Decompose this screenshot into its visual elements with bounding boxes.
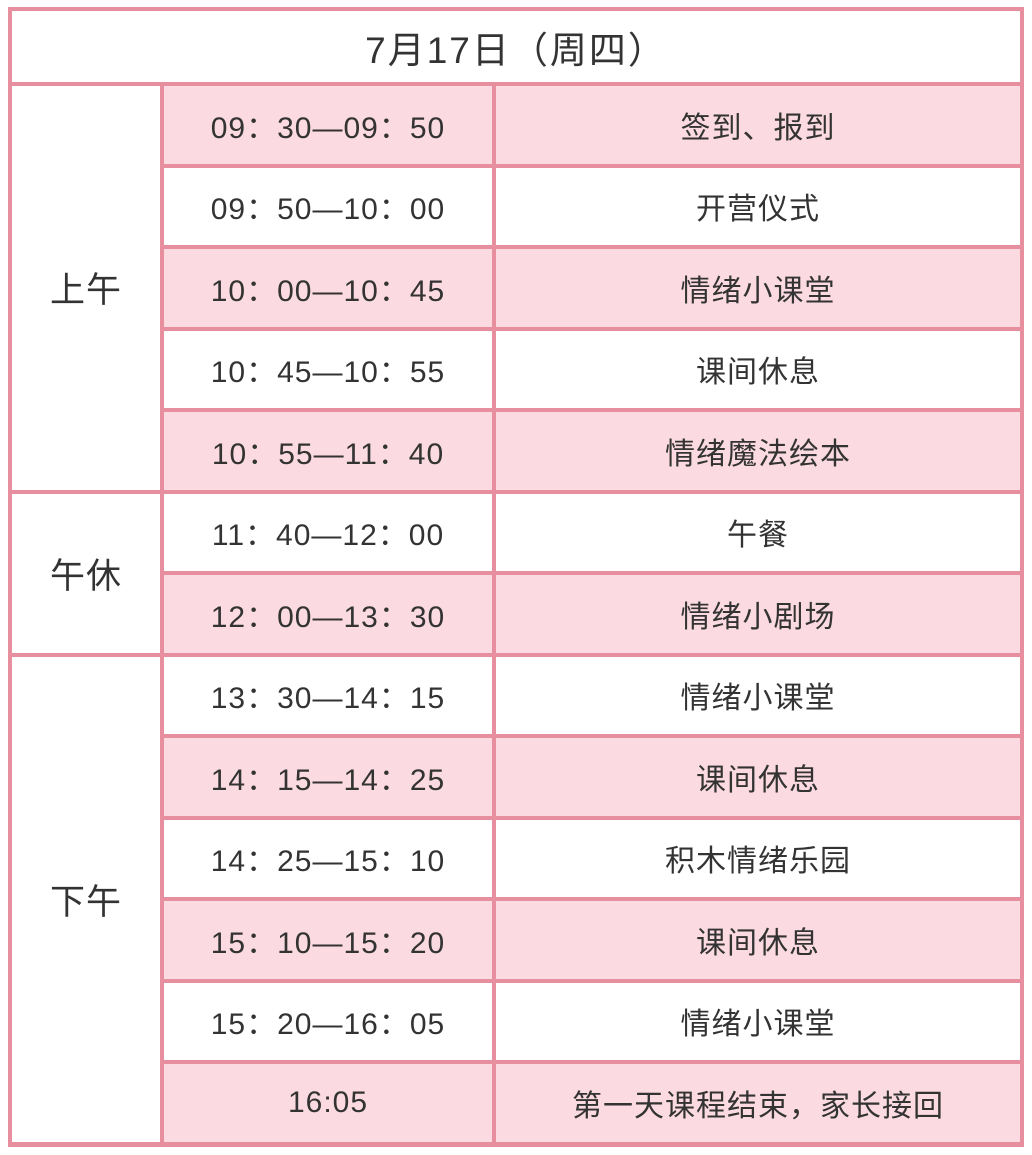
time-cell: 10：45—10：55 xyxy=(164,330,492,408)
activity-cell: 情绪小课堂 xyxy=(496,249,1020,327)
activity-cell: 签到、报到 xyxy=(496,86,1020,164)
table-header-date: 7月17日（周四） xyxy=(12,11,1020,82)
time-cell: 16:05 xyxy=(164,1064,492,1142)
activity-cell: 课间休息 xyxy=(496,330,1020,408)
schedule-table: 7月17日（周四） 上午 午休 下午 09：30—09：50 签到、报到 09：… xyxy=(8,7,1024,1147)
activity-cell: 课间休息 xyxy=(496,738,1020,816)
time-cell: 09：50—10：00 xyxy=(164,167,492,245)
time-cell: 10：55—11：40 xyxy=(164,412,492,490)
section-label-noon-break: 午休 xyxy=(12,493,160,653)
time-cell: 13：30—14：15 xyxy=(164,656,492,734)
time-cell: 15：10—15：20 xyxy=(164,901,492,979)
time-cell: 11：40—12：00 xyxy=(164,493,492,571)
activity-cell: 情绪魔法绘本 xyxy=(496,412,1020,490)
time-cell: 12：00—13：30 xyxy=(164,575,492,653)
activity-cell: 情绪小课堂 xyxy=(496,656,1020,734)
activity-cell: 情绪小课堂 xyxy=(496,982,1020,1060)
time-cell: 10：00—10：45 xyxy=(164,249,492,327)
time-cell: 09：30—09：50 xyxy=(164,86,492,164)
activity-cell: 第一天课程结束，家长接回 xyxy=(496,1064,1020,1142)
activity-cell: 开营仪式 xyxy=(496,167,1020,245)
section-label-afternoon: 下午 xyxy=(12,656,160,1142)
activity-cell: 情绪小剧场 xyxy=(496,575,1020,653)
activity-cell: 积木情绪乐园 xyxy=(496,819,1020,897)
time-cell: 14：25—15：10 xyxy=(164,819,492,897)
activity-cell: 课间休息 xyxy=(496,901,1020,979)
activity-cell: 午餐 xyxy=(496,493,1020,571)
time-cell: 14：15—14：25 xyxy=(164,738,492,816)
time-cell: 15：20—16：05 xyxy=(164,982,492,1060)
section-label-morning: 上午 xyxy=(12,86,160,490)
